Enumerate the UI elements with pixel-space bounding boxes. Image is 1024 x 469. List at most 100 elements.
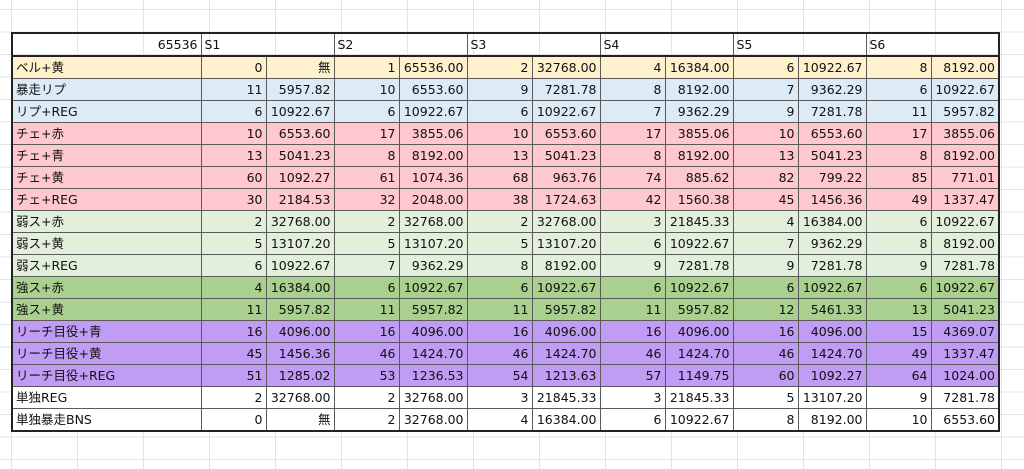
count-cell[interactable]: 6 [599,276,666,299]
row-label-cell[interactable]: リーチ目役+青 [11,320,202,343]
probability-cell[interactable]: 10922.67 [664,276,734,299]
count-cell[interactable]: 2 [466,210,533,233]
count-cell[interactable]: 9 [466,78,533,101]
row-label-cell[interactable]: チェ+青 [11,144,202,167]
count-cell[interactable]: 38 [466,188,533,211]
count-cell[interactable]: 4 [599,55,666,79]
probability-cell[interactable]: 5957.82 [265,78,335,101]
probability-cell[interactable]: 1560.38 [664,188,734,211]
probability-cell[interactable]: 3855.06 [664,122,734,145]
probability-cell[interactable]: 3855.06 [930,122,1000,145]
count-cell[interactable]: 6 [333,276,400,299]
probability-cell[interactable]: 1456.36 [265,342,335,365]
probability-cell[interactable]: 4096.00 [664,320,734,343]
count-cell[interactable]: 46 [333,342,400,365]
count-cell[interactable]: 8 [865,55,932,79]
count-cell[interactable]: 82 [732,166,799,189]
count-cell[interactable]: 13 [732,144,799,167]
probability-cell[interactable]: 4369.07 [930,320,1000,343]
probability-cell[interactable]: 無 [265,55,335,79]
probability-cell[interactable]: 3855.06 [398,122,468,145]
probability-cell[interactable]: 無 [265,408,335,432]
probability-cell[interactable]: 1149.75 [664,364,734,387]
count-cell[interactable]: 3 [599,386,666,409]
probability-cell[interactable]: 32768.00 [531,55,601,79]
probability-cell[interactable]: 9362.29 [797,232,867,255]
probability-cell[interactable]: 1724.63 [531,188,601,211]
count-cell[interactable]: 10 [200,122,267,145]
probability-cell[interactable]: 21845.33 [664,386,734,409]
probability-cell[interactable]: 5041.23 [930,298,1000,321]
probability-cell[interactable]: 1424.70 [531,342,601,365]
count-cell[interactable]: 3 [599,210,666,233]
count-cell[interactable]: 9 [599,254,666,277]
row-label-cell[interactable]: 単独REG [11,386,202,409]
row-label-cell[interactable]: チェ+REG [11,188,202,211]
probability-cell[interactable]: 4096.00 [265,320,335,343]
probability-cell[interactable]: 1424.70 [664,342,734,365]
probability-cell[interactable]: 8192.00 [664,144,734,167]
probability-cell[interactable]: 32768.00 [398,408,468,432]
count-cell[interactable]: 4 [466,408,533,432]
count-cell[interactable]: 16 [333,320,400,343]
probability-cell[interactable]: 6553.60 [930,408,1000,432]
count-cell[interactable]: 13 [200,144,267,167]
probability-cell[interactable]: 1424.70 [797,342,867,365]
setting-header-s3[interactable]: S3 [466,32,601,57]
probability-cell[interactable]: 5957.82 [930,100,1000,123]
probability-cell[interactable]: 771.01 [930,166,1000,189]
setting-header-s4[interactable]: S4 [599,32,734,57]
row-label-cell[interactable]: リプ+REG [11,100,202,123]
probability-cell[interactable]: 4096.00 [797,320,867,343]
count-cell[interactable]: 16 [200,320,267,343]
count-cell[interactable]: 6 [865,78,932,101]
probability-cell[interactable]: 32768.00 [398,386,468,409]
count-cell[interactable]: 46 [599,342,666,365]
count-cell[interactable]: 10 [333,78,400,101]
count-cell[interactable]: 17 [599,122,666,145]
count-cell[interactable]: 74 [599,166,666,189]
probability-cell[interactable]: 10922.67 [531,100,601,123]
probability-cell[interactable]: 32768.00 [265,210,335,233]
count-cell[interactable]: 7 [333,254,400,277]
row-label-cell[interactable]: チェ+赤 [11,122,202,145]
row-label-cell[interactable]: ベル+黄 [11,55,202,79]
count-cell[interactable]: 8 [599,144,666,167]
count-cell[interactable]: 1 [333,55,400,79]
probability-cell[interactable]: 13107.20 [531,232,601,255]
count-cell[interactable]: 6 [200,100,267,123]
probability-cell[interactable]: 16384.00 [265,276,335,299]
count-cell[interactable]: 9 [732,254,799,277]
probability-cell[interactable]: 7281.78 [930,254,1000,277]
probability-cell[interactable]: 8192.00 [930,55,1000,79]
count-cell[interactable]: 64 [865,364,932,387]
count-cell[interactable]: 54 [466,364,533,387]
probability-cell[interactable]: 10922.67 [398,100,468,123]
count-cell[interactable]: 6 [865,276,932,299]
setting-header-s1[interactable]: S1 [200,32,335,57]
probability-cell[interactable]: 1285.02 [265,364,335,387]
probability-cell[interactable]: 963.76 [531,166,601,189]
count-cell[interactable]: 7 [599,100,666,123]
probability-cell[interactable]: 5461.33 [797,298,867,321]
count-cell[interactable]: 13 [865,298,932,321]
probability-cell[interactable]: 21845.33 [531,386,601,409]
count-cell[interactable]: 11 [200,298,267,321]
probability-cell[interactable]: 5957.82 [265,298,335,321]
probability-cell[interactable]: 65536.00 [398,55,468,79]
probability-cell[interactable]: 10922.67 [531,276,601,299]
count-cell[interactable]: 46 [466,342,533,365]
count-cell[interactable]: 5 [732,386,799,409]
probability-cell[interactable]: 16384.00 [531,408,601,432]
row-label-cell[interactable]: リーチ目役+REG [11,364,202,387]
count-cell[interactable]: 9 [865,254,932,277]
probability-cell[interactable]: 8192.00 [664,78,734,101]
count-cell[interactable]: 6 [200,254,267,277]
count-cell[interactable]: 10 [466,122,533,145]
setting-header-s6[interactable]: S6 [865,32,1000,57]
probability-cell[interactable]: 1074.36 [398,166,468,189]
probability-cell[interactable]: 13107.20 [265,232,335,255]
row-label-cell[interactable]: リーチ目役+黄 [11,342,202,365]
probability-cell[interactable]: 5957.82 [531,298,601,321]
probability-cell[interactable]: 799.22 [797,166,867,189]
